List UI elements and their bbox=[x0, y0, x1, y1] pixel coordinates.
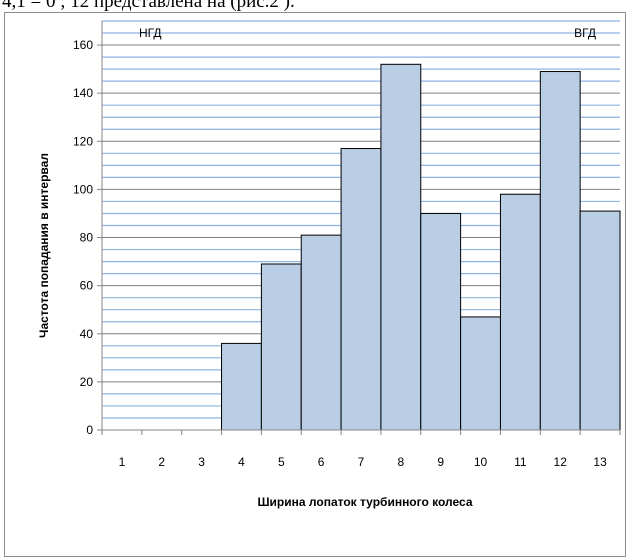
x-tick-label: 9 bbox=[437, 455, 444, 469]
x-tick-label: 3 bbox=[198, 455, 205, 469]
bar-11 bbox=[499, 193, 541, 431]
y-tick-label: 120 bbox=[73, 134, 93, 148]
bar-6 bbox=[300, 234, 342, 431]
annotation-vgd: ВГД bbox=[574, 26, 596, 40]
document-text-fragment: 4,1 = 0 ; 12 представлена на (рис.2 ). bbox=[2, 0, 295, 12]
x-tick-label: 5 bbox=[278, 455, 285, 469]
y-tick-label: 60 bbox=[80, 279, 94, 293]
bar-9 bbox=[420, 212, 462, 431]
y-tick-label: 160 bbox=[73, 38, 93, 52]
x-tick-label: 1 bbox=[119, 455, 126, 469]
y-tick-label: 100 bbox=[73, 182, 93, 196]
bar-12 bbox=[539, 71, 581, 431]
y-tick-label: 0 bbox=[86, 423, 93, 437]
x-tick-label: 7 bbox=[358, 455, 365, 469]
x-tick-label: 10 bbox=[474, 455, 488, 469]
x-tick-label: 8 bbox=[398, 455, 405, 469]
y-tick-label: 80 bbox=[80, 231, 94, 245]
bar-8 bbox=[380, 63, 422, 431]
bar-13 bbox=[579, 210, 621, 431]
annotation-ngd: НГД bbox=[139, 26, 162, 40]
x-tick-label: 12 bbox=[554, 455, 568, 469]
bars bbox=[221, 63, 621, 431]
bar-7 bbox=[340, 148, 382, 431]
y-tick-label: 40 bbox=[80, 327, 94, 341]
y-tick-label: 20 bbox=[80, 375, 94, 389]
x-tick-label: 11 bbox=[514, 455, 527, 469]
bar-4 bbox=[221, 342, 262, 431]
x-tick-label: 2 bbox=[158, 455, 165, 469]
x-tick-label: 13 bbox=[593, 455, 607, 469]
x-axis-title: Ширина лопаток турбинного колеса bbox=[258, 495, 473, 509]
x-tick-labels: 1 2 3 4 5 6 7 8 9 10 11 12 13 bbox=[101, 430, 621, 469]
x-tick-label: 6 bbox=[318, 455, 325, 469]
x-tick-label: 4 bbox=[238, 455, 245, 469]
y-axis-title: Частота попадания в интервал bbox=[37, 153, 51, 338]
y-tick-label: 140 bbox=[73, 86, 93, 100]
bar-5 bbox=[260, 263, 302, 431]
y-tick-labels: 0 20 40 60 80 100 120 140 160 bbox=[73, 38, 102, 437]
bar-10 bbox=[460, 316, 501, 431]
